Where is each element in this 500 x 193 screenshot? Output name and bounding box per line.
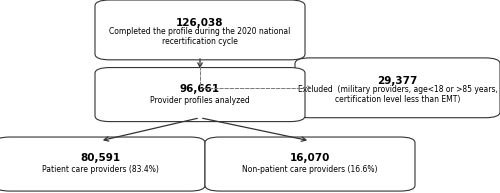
Text: 80,591: 80,591 xyxy=(80,153,120,163)
FancyBboxPatch shape xyxy=(205,137,415,191)
Text: Patient care providers (83.4%): Patient care providers (83.4%) xyxy=(42,165,158,174)
FancyBboxPatch shape xyxy=(295,58,500,118)
Text: Provider profiles analyzed: Provider profiles analyzed xyxy=(150,96,250,105)
Text: 29,377: 29,377 xyxy=(378,76,418,86)
Text: Excluded  (military providers, age<18 or >85 years,
certification level less tha: Excluded (military providers, age<18 or … xyxy=(298,85,498,104)
Text: 16,070: 16,070 xyxy=(290,153,330,163)
Text: Completed the profile during the 2020 national
recertification cycle: Completed the profile during the 2020 na… xyxy=(110,27,290,46)
FancyBboxPatch shape xyxy=(95,0,305,60)
FancyBboxPatch shape xyxy=(0,137,205,191)
FancyBboxPatch shape xyxy=(95,68,305,122)
Text: 126,038: 126,038 xyxy=(176,18,224,28)
Text: 96,661: 96,661 xyxy=(180,84,220,94)
Text: Non-patient care providers (16.6%): Non-patient care providers (16.6%) xyxy=(242,165,378,174)
